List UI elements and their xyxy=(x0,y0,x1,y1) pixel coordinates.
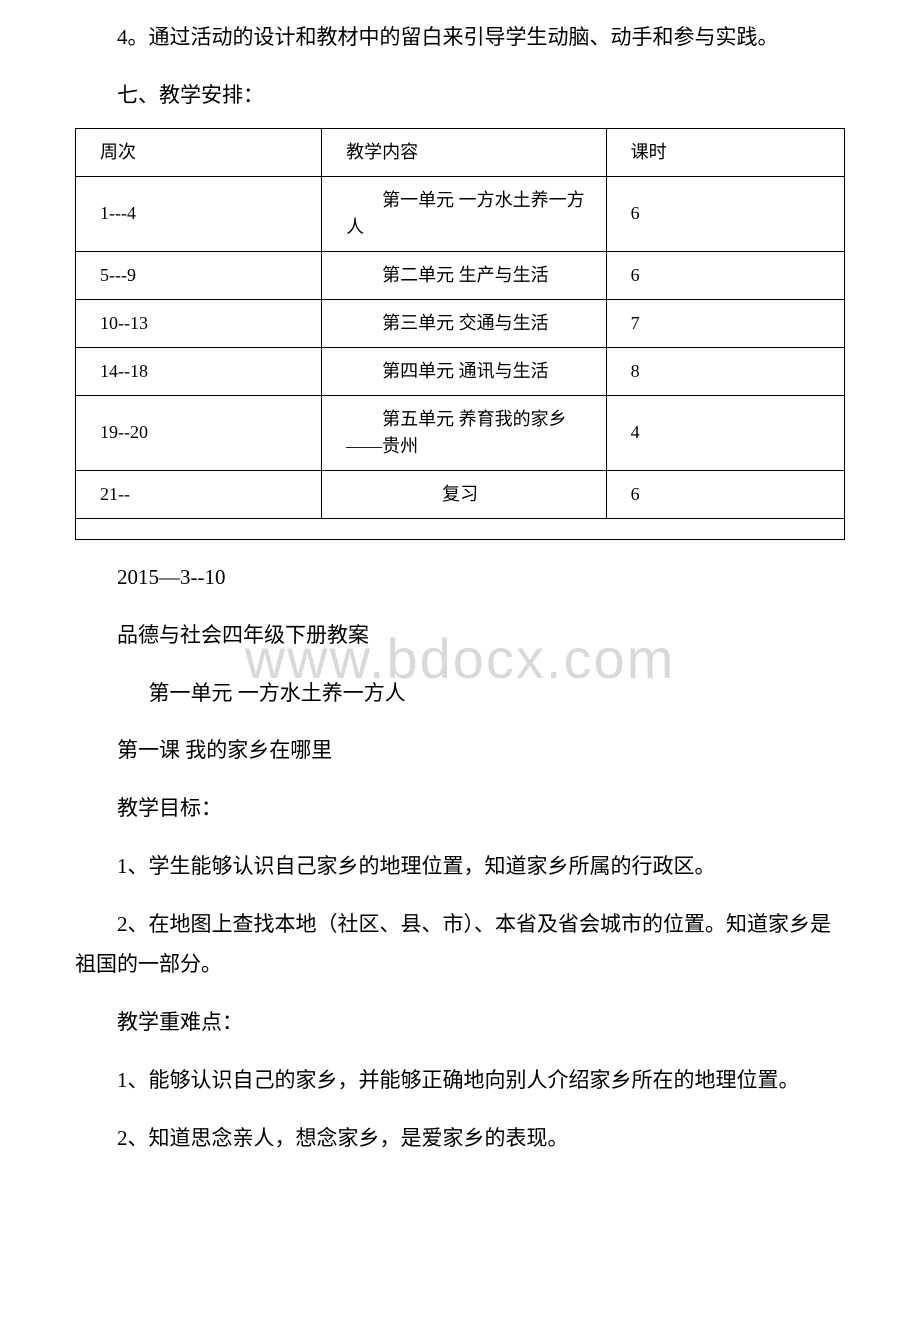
cell-week: 5---9 xyxy=(76,251,322,299)
table-row: 10--13 第三单元 交通与生活 7 xyxy=(76,299,845,347)
difficulties-heading: 教学重难点： xyxy=(75,1003,845,1043)
cell-content: 第三单元 交通与生活 xyxy=(322,299,607,347)
table-empty-row xyxy=(76,518,845,539)
intro-paragraph: 4。通过活动的设计和教材中的留白来引导学生动脑、动手和参与实践。 xyxy=(75,18,845,58)
cell-hours: 6 xyxy=(606,251,844,299)
table-row: 5---9 第二单元 生产与生活 6 xyxy=(76,251,845,299)
table-row: 19--20 第五单元 养育我的家乡——贵州 4 xyxy=(76,395,845,470)
cell-hours: 6 xyxy=(606,176,844,251)
cell-content: 复习 xyxy=(322,470,607,518)
cell-content: 第一单元 一方水土养一方人 xyxy=(322,176,607,251)
cell-hours: 7 xyxy=(606,299,844,347)
table-row: 14--18 第四单元 通讯与生活 8 xyxy=(76,347,845,395)
header-hours: 课时 xyxy=(606,128,844,176)
date-line: 2015—3--10 xyxy=(75,558,845,598)
objective-1: 1、学生能够认识自己家乡的地理位置，知道家乡所属的行政区。 xyxy=(75,847,845,887)
schedule-table: 周次 教学内容 课时 1---4 第一单元 一方水土养一方人 6 5---9 第… xyxy=(75,128,845,540)
cell-hours: 8 xyxy=(606,347,844,395)
cell-content: 第二单元 生产与生活 xyxy=(322,251,607,299)
schedule-heading: 七、教学安排： xyxy=(75,76,845,116)
cell-hours: 4 xyxy=(606,395,844,470)
cell-week: 1---4 xyxy=(76,176,322,251)
cell-week: 19--20 xyxy=(76,395,322,470)
difficulty-2: 2、知道思念亲人，想念家乡，是爱家乡的表现。 xyxy=(75,1119,845,1159)
header-content: 教学内容 xyxy=(322,128,607,176)
difficulty-1: 1、能够认识自己的家乡，并能够正确地向别人介绍家乡所在的地理位置。 xyxy=(75,1061,845,1101)
cell-week: 14--18 xyxy=(76,347,322,395)
cell-week: 10--13 xyxy=(76,299,322,347)
table-header-row: 周次 教学内容 课时 xyxy=(76,128,845,176)
cell-content: 第四单元 通讯与生活 xyxy=(322,347,607,395)
table-row: 21-- 复习 6 xyxy=(76,470,845,518)
book-title: 品德与社会四年级下册教案 xyxy=(75,616,845,656)
header-week: 周次 xyxy=(76,128,322,176)
unit-title: 第一单元 一方水土养一方人 xyxy=(75,674,845,714)
table-row: 1---4 第一单元 一方水土养一方人 6 xyxy=(76,176,845,251)
objectives-heading: 教学目标： xyxy=(75,789,845,829)
cell-week: 21-- xyxy=(76,470,322,518)
objective-2: 2、在地图上查找本地（社区、县、市）、本省及省会城市的位置。知道家乡是祖国的一部… xyxy=(75,905,845,985)
document-body: 4。通过活动的设计和教材中的留白来引导学生动脑、动手和参与实践。 七、教学安排：… xyxy=(0,18,920,1159)
lesson-title: 第一课 我的家乡在哪里 xyxy=(75,731,845,771)
cell-hours: 6 xyxy=(606,470,844,518)
cell-content: 第五单元 养育我的家乡——贵州 xyxy=(322,395,607,470)
